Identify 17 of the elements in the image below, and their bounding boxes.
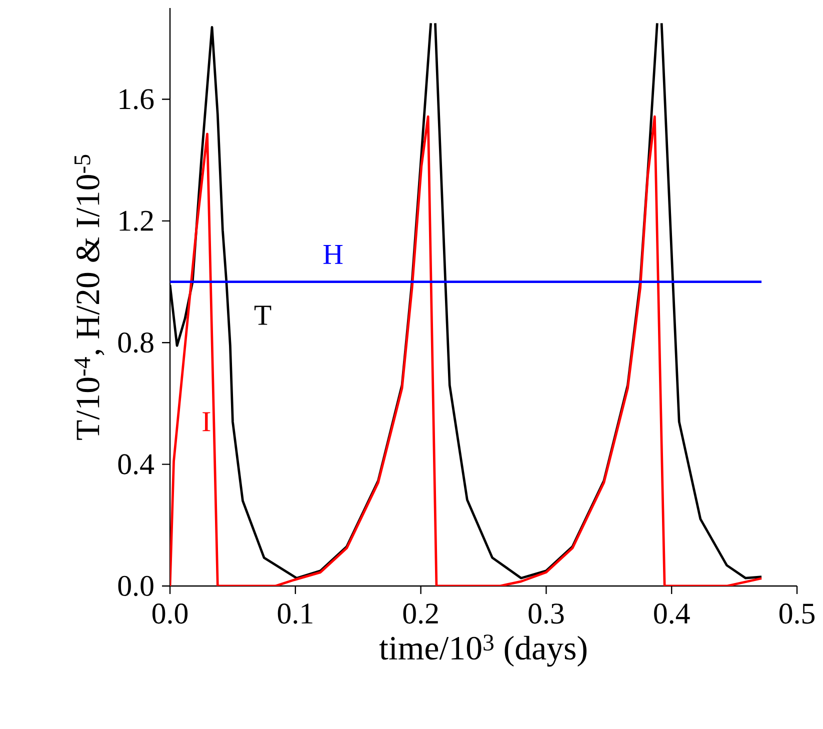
x-axis-title: time/10$^{3}$ (days) <box>379 634 586 667</box>
x-tick-label: 0.3 <box>528 604 564 624</box>
y-tick-label: 1.6 <box>120 89 154 110</box>
y-tick-label: 0.8 <box>118 332 154 353</box>
x-tick-label: 0.5 <box>779 604 815 624</box>
y-tick-label: 0.4 <box>118 454 154 474</box>
y-axis-title: T/10$^{-4}$, H/20 & I/10$^{-5}$ <box>74 154 104 440</box>
y-tick-label: 1.2 <box>120 210 153 232</box>
series-label: I <box>202 412 210 432</box>
series-label: H <box>323 244 343 264</box>
x-tick-label: 0.4 <box>654 604 690 624</box>
x-tick-label: 0.0 <box>152 604 188 624</box>
y-tick-label: 0.0 <box>118 576 154 596</box>
line-series <box>170 115 763 586</box>
x-tick-label: 0.2 <box>403 604 438 624</box>
x-tick-label: 0.1 <box>278 604 312 624</box>
series-label: T <box>254 306 272 325</box>
